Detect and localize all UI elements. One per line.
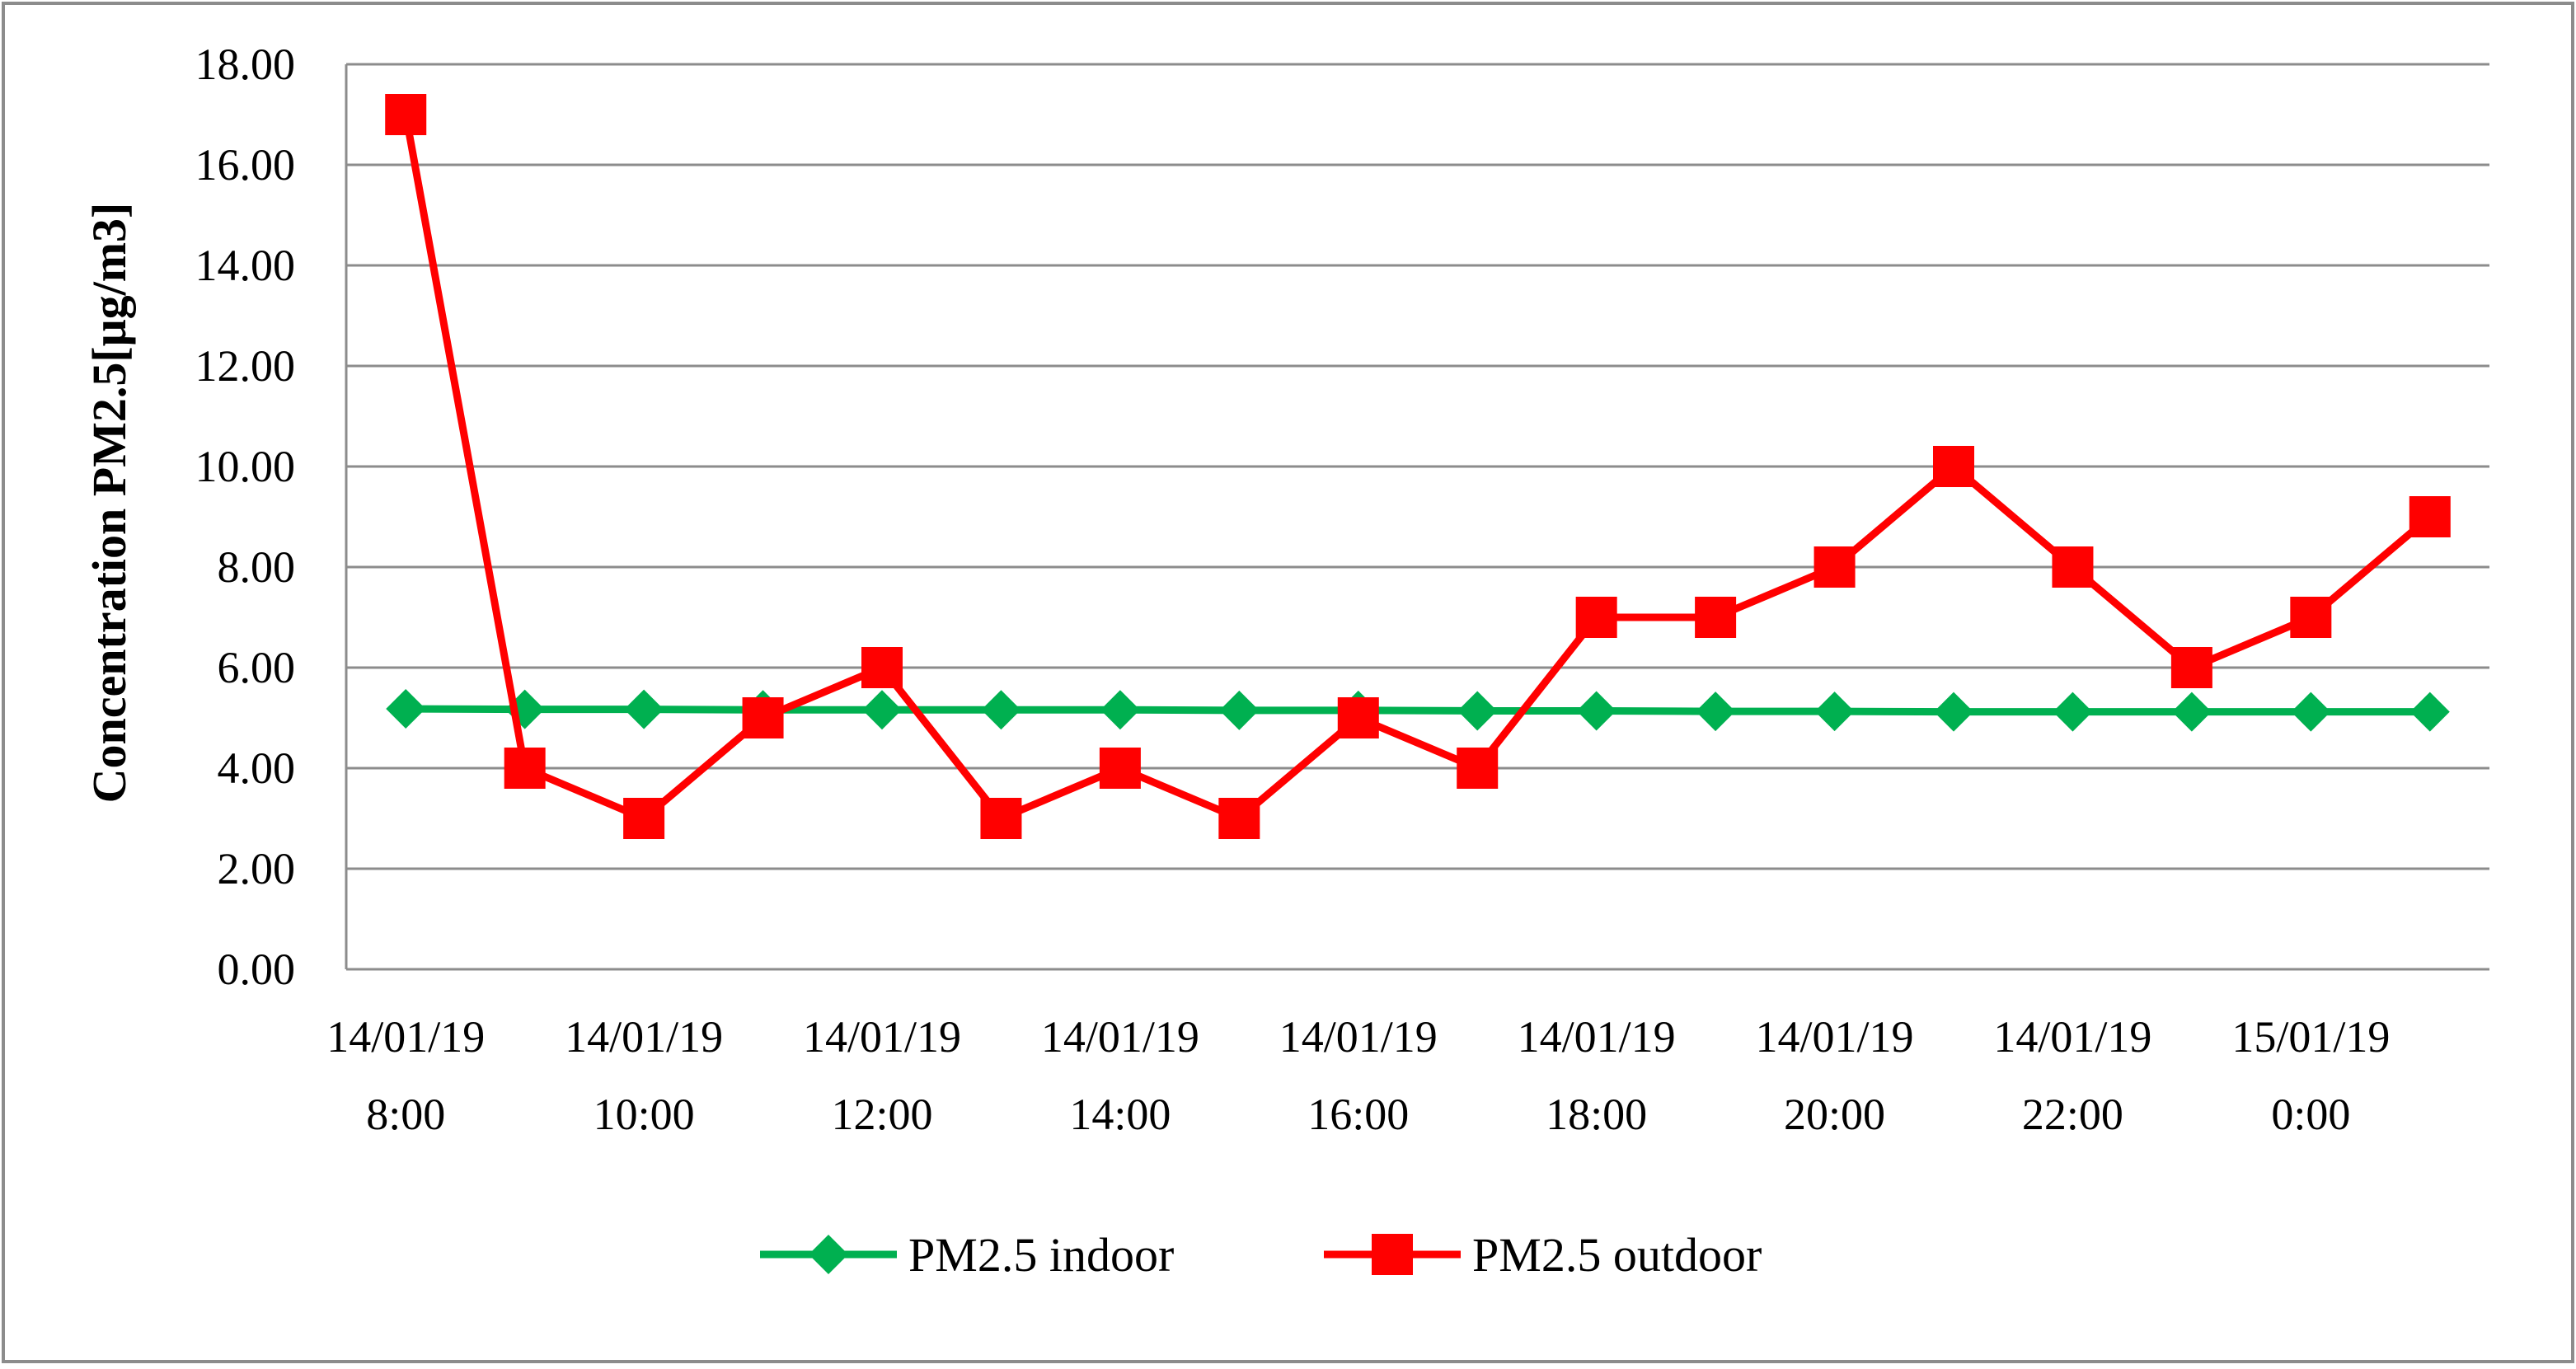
x-tick-label-time: 8:00: [366, 1090, 445, 1139]
x-tick-label-date: 14/01/19: [1993, 1012, 2151, 1062]
y-tick-label: 16.00: [195, 140, 296, 190]
data-point-marker: [2291, 692, 2331, 732]
x-tick-label-time: 14:00: [1069, 1090, 1171, 1139]
y-tick-label: 12.00: [195, 341, 296, 391]
axes: [345, 64, 2489, 971]
y-tick-labels: 0.00 2.00 4.00 6.00 8.00 10.00 12.00 14.00 16.00…: [195, 40, 296, 994]
data-point-marker: [1457, 691, 1498, 731]
series-outdoor: [385, 94, 2451, 839]
data-point-marker: [623, 798, 665, 839]
series: [385, 94, 2451, 839]
y-tick-label: 14.00: [195, 241, 296, 290]
y-tick-label: 8.00: [218, 542, 296, 592]
x-tick-label-time: 18:00: [1546, 1090, 1647, 1139]
x-tick-label-date: 14/01/19: [326, 1012, 485, 1062]
data-point-marker: [980, 798, 1022, 839]
data-point-marker: [1934, 692, 1973, 732]
data-point-marker: [1099, 748, 1141, 789]
data-point-marker: [1219, 690, 1260, 730]
y-tick-label: 0.00: [218, 945, 296, 994]
x-tick-label-time: 10:00: [594, 1090, 695, 1139]
data-point-marker: [1814, 692, 1855, 732]
x-tick-label-time: 16:00: [1307, 1090, 1409, 1139]
data-point-marker: [1337, 697, 1379, 738]
data-point-marker: [862, 690, 902, 730]
data-point-marker: [385, 94, 427, 135]
data-point-marker: [981, 690, 1021, 730]
data-point-marker: [1696, 692, 1736, 732]
legend-swatch-marker: [809, 1235, 848, 1274]
data-point-marker: [1576, 691, 1616, 731]
x-tick-label-time: 20:00: [1784, 1090, 1885, 1139]
data-point-marker: [1457, 748, 1499, 789]
data-point-marker: [624, 689, 664, 729]
legend-swatch-marker: [1372, 1234, 1413, 1275]
data-point-marker: [742, 697, 784, 738]
data-point-marker: [1933, 446, 1974, 487]
x-tick-label-date: 14/01/19: [565, 1012, 723, 1062]
data-point-marker: [2409, 692, 2450, 732]
data-point-marker: [2052, 546, 2094, 588]
legend-item: PM2.5 outdoor: [1324, 1228, 1762, 1282]
data-point-marker: [1575, 597, 1617, 638]
data-point-marker: [2409, 496, 2451, 537]
data-point-marker: [2053, 692, 2093, 732]
y-tick-label: 10.00: [195, 442, 296, 491]
x-tick-label-time: 0:00: [2271, 1090, 2350, 1139]
x-tick-label-date: 14/01/19: [803, 1012, 961, 1062]
data-point-marker: [504, 748, 546, 789]
x-tick-label-date: 14/01/19: [1518, 1012, 1676, 1062]
data-point-marker: [1814, 546, 1856, 588]
x-tick-label-date: 14/01/19: [1279, 1012, 1438, 1062]
y-tick-label: 6.00: [218, 643, 296, 692]
legend-label: PM2.5 indoor: [908, 1228, 1174, 1282]
data-point-marker: [386, 689, 426, 729]
y-axis-title: Concentration PM2.5[μg/m3]: [82, 203, 136, 804]
x-tick-label-time: 22:00: [2022, 1090, 2123, 1139]
data-point-marker: [2290, 597, 2332, 638]
x-tick-label-date: 14/01/19: [1756, 1012, 1914, 1062]
legend: PM2.5 indoor PM2.5 outdoor: [760, 1228, 1762, 1282]
data-point-marker: [1218, 798, 1260, 839]
data-point-marker: [1695, 597, 1737, 638]
x-tick-label-date: 15/01/19: [2231, 1012, 2390, 1062]
data-point-marker: [861, 647, 903, 688]
series-line: [406, 705, 2430, 716]
y-tick-label: 18.00: [195, 40, 296, 89]
x-tick-label-date: 14/01/19: [1041, 1012, 1199, 1062]
data-point-marker: [2170, 647, 2212, 688]
x-tick-labels: 14/01/19 8:00 14/01/19 10:00 14/01/19 12:00 14…: [326, 1012, 2390, 1139]
legend-label: PM2.5 outdoor: [1472, 1228, 1762, 1282]
x-tick-label-time: 12:00: [831, 1090, 932, 1139]
y-tick-label: 4.00: [218, 743, 296, 793]
data-point-marker: [2171, 692, 2212, 732]
legend-item: PM2.5 indoor: [760, 1228, 1174, 1282]
y-tick-label: 2.00: [218, 844, 296, 893]
data-point-marker: [1100, 690, 1140, 730]
